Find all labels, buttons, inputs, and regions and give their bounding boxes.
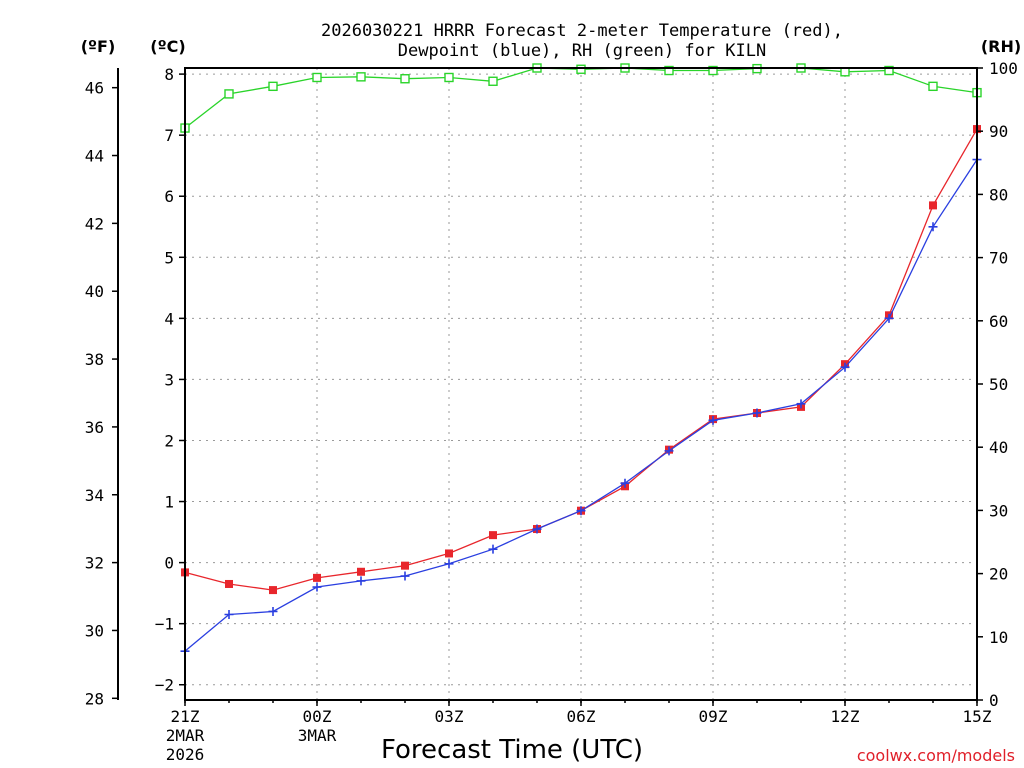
temperature-point <box>225 579 233 588</box>
fahrenheit-tick-label: 28 <box>85 689 104 708</box>
rh-point <box>708 65 718 76</box>
x-tick-label: 00Z <box>303 707 332 726</box>
rh-tick-label: 70 <box>989 249 1008 268</box>
dewpoint-point <box>620 478 630 488</box>
rh-tick-label: 90 <box>989 122 1008 141</box>
fahrenheit-tick-label: 44 <box>85 147 104 166</box>
dewpoint-point <box>884 313 894 323</box>
rh-point <box>224 89 234 99</box>
x-year-label: 2026 <box>166 745 205 764</box>
fahrenheit-tick-label: 32 <box>85 554 104 573</box>
rh-point <box>356 72 366 82</box>
series-layer <box>180 63 982 656</box>
celsius-tick-label: 0 <box>164 554 174 573</box>
dewpoint-point <box>576 506 586 516</box>
celsius-tick-label: −1 <box>155 615 174 634</box>
fahrenheit-unit-label: (ºF) <box>81 37 116 56</box>
rh-series <box>180 63 982 133</box>
rh-point <box>312 72 322 83</box>
rh-tick-label: 0 <box>989 691 999 710</box>
rh-tick-label: 10 <box>989 628 1008 647</box>
dewpoint-series <box>180 155 982 656</box>
rh-unit-label: (RH) <box>981 37 1021 56</box>
fahrenheit-tick-label: 38 <box>85 350 104 369</box>
celsius-tick-label: 3 <box>164 370 174 389</box>
rh-tick-label: 100 <box>989 59 1018 78</box>
x-tick-label: 12Z <box>831 707 860 726</box>
celsius-tick-label: 1 <box>164 493 174 512</box>
fahrenheit-tick-label: 42 <box>85 214 104 233</box>
rh-point <box>400 74 410 84</box>
rh-tick-label: 60 <box>989 312 1008 331</box>
dewpoint-point <box>928 222 938 232</box>
dewpoint-point <box>400 571 410 581</box>
dewpoint-point <box>224 610 234 620</box>
x-axis-title: Forecast Time (UTC) <box>381 735 643 765</box>
dewpoint-point <box>708 415 718 425</box>
dewpoint-point <box>664 446 674 456</box>
gridlines <box>185 68 977 700</box>
fahrenheit-tick-label: 40 <box>85 282 104 301</box>
x-date-label: 2MAR <box>166 726 205 745</box>
temperature-point <box>401 561 409 570</box>
rh-point <box>444 72 454 83</box>
celsius-tick-label: −2 <box>155 676 174 695</box>
dewpoint-point <box>752 408 762 418</box>
celsius-unit-label: (ºC) <box>150 37 185 56</box>
rh-point <box>268 81 278 92</box>
rh-point <box>664 65 674 76</box>
chart-title-line1: 2026030221 HRRR Forecast 2-meter Tempera… <box>321 21 843 41</box>
celsius-tick-label: 2 <box>164 431 174 450</box>
x-tick-label: 09Z <box>699 707 728 726</box>
dewpoint-point <box>532 524 542 534</box>
temperature-line <box>184 128 978 591</box>
rh-point <box>884 65 894 76</box>
fahrenheit-tick-label: 30 <box>85 621 104 640</box>
celsius-tick-label: 4 <box>164 309 174 328</box>
temperature-point <box>313 573 321 582</box>
celsius-tick-label: 6 <box>164 187 174 206</box>
temperature-point <box>357 567 365 576</box>
x-tick-label: 06Z <box>567 707 596 726</box>
dewpoint-point <box>840 362 850 372</box>
dewpoint-point <box>796 399 806 409</box>
rh-tick-label: 20 <box>989 565 1008 584</box>
x-tick-label: 03Z <box>435 707 464 726</box>
rh-tick-label: 50 <box>989 375 1008 394</box>
dewpoint-point <box>312 582 322 592</box>
temperature-point <box>489 531 497 540</box>
temperature-point <box>269 586 277 595</box>
dewpoint-point <box>356 576 366 586</box>
fahrenheit-tick-label: 46 <box>85 79 104 98</box>
rh-tick-label: 30 <box>989 501 1008 520</box>
fahrenheit-tick-label: 36 <box>85 418 104 437</box>
x-tick-label: 15Z <box>963 707 992 726</box>
rh-tick-label: 40 <box>989 438 1008 457</box>
rh-point <box>576 64 586 74</box>
dewpoint-point <box>444 559 454 569</box>
x-tick-label: 21Z <box>171 707 200 726</box>
dewpoint-point <box>268 606 278 616</box>
rh-point <box>928 81 938 92</box>
x-date-label: 3MAR <box>298 726 337 745</box>
dewpoint-point <box>488 544 498 554</box>
temperature-point <box>929 201 937 210</box>
rh-point <box>488 76 498 86</box>
chart-title-line2: Dewpoint (blue), RH (green) for KILN <box>398 41 766 61</box>
celsius-tick-label: 7 <box>164 126 174 145</box>
celsius-tick-label: 5 <box>164 248 174 267</box>
credit-link[interactable]: coolwx.com/models <box>857 746 1015 765</box>
celsius-tick-label: 8 <box>164 65 174 84</box>
rh-tick-label: 80 <box>989 185 1008 204</box>
fahrenheit-tick-label: 34 <box>85 486 104 505</box>
temperature-point <box>445 549 453 558</box>
